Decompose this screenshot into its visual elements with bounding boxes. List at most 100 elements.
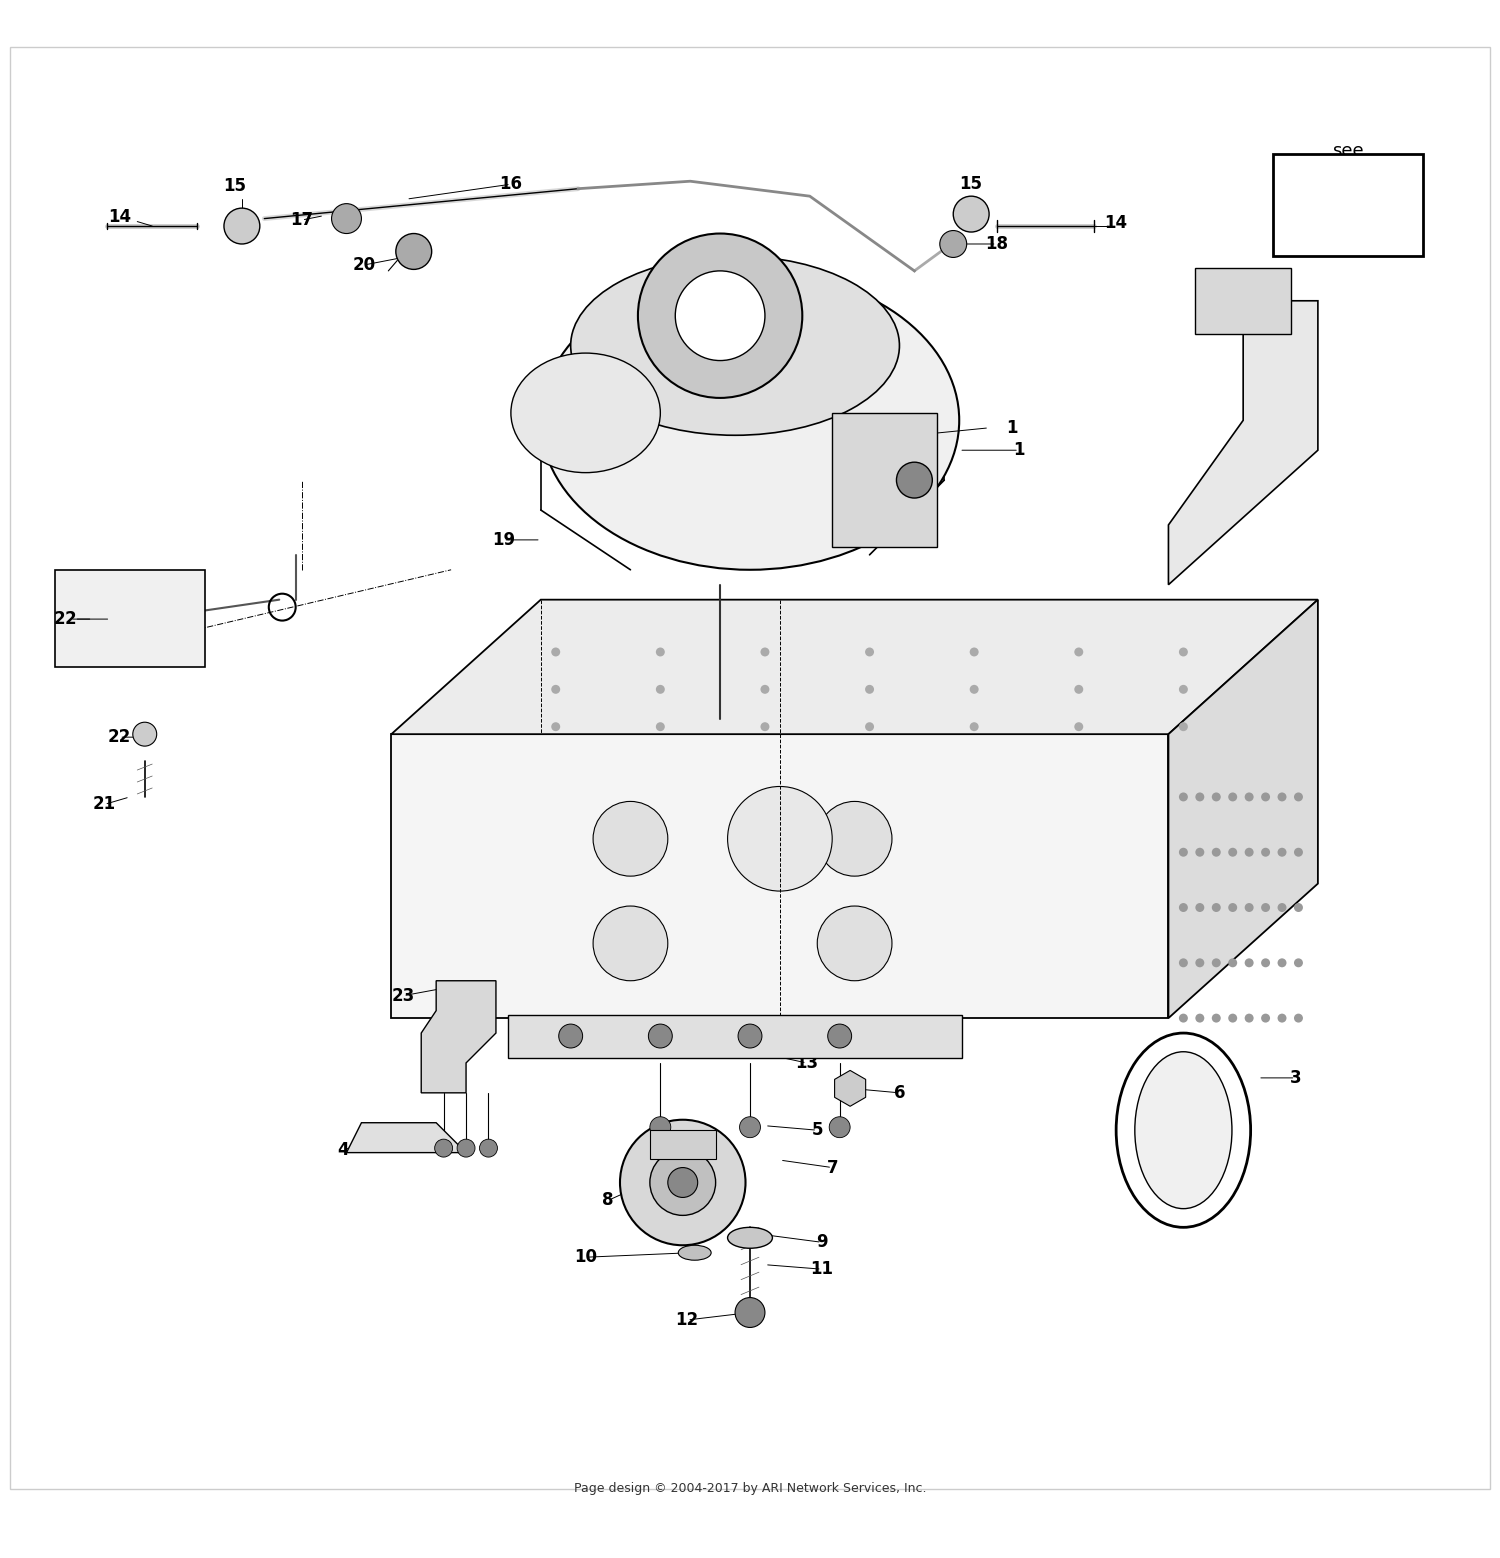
Polygon shape bbox=[392, 734, 1168, 1017]
Circle shape bbox=[1179, 904, 1188, 911]
Circle shape bbox=[1179, 723, 1188, 731]
Circle shape bbox=[592, 907, 668, 980]
Circle shape bbox=[865, 648, 874, 656]
Text: 9: 9 bbox=[816, 1234, 828, 1251]
Circle shape bbox=[1074, 648, 1083, 656]
Circle shape bbox=[830, 1117, 850, 1137]
Text: "Fuel Tanks": "Fuel Tanks" bbox=[1298, 173, 1398, 190]
Circle shape bbox=[865, 723, 874, 731]
Circle shape bbox=[1212, 1014, 1221, 1022]
FancyBboxPatch shape bbox=[1196, 268, 1292, 333]
Circle shape bbox=[1196, 848, 1204, 857]
Circle shape bbox=[1245, 958, 1254, 968]
Text: 7: 7 bbox=[827, 1159, 839, 1176]
Circle shape bbox=[650, 1150, 716, 1215]
Ellipse shape bbox=[728, 1228, 772, 1248]
Circle shape bbox=[1262, 848, 1270, 857]
Circle shape bbox=[1179, 686, 1188, 693]
Circle shape bbox=[1074, 723, 1083, 731]
Circle shape bbox=[1179, 648, 1188, 656]
Circle shape bbox=[1294, 793, 1304, 801]
Circle shape bbox=[1278, 848, 1287, 857]
Circle shape bbox=[1212, 848, 1221, 857]
Text: 15: 15 bbox=[960, 174, 982, 193]
Circle shape bbox=[656, 686, 664, 693]
Circle shape bbox=[828, 1024, 852, 1049]
Text: 11: 11 bbox=[810, 1260, 832, 1278]
Circle shape bbox=[1196, 958, 1204, 968]
Circle shape bbox=[1228, 1014, 1238, 1022]
Text: 13: 13 bbox=[795, 1053, 819, 1072]
FancyBboxPatch shape bbox=[833, 413, 938, 547]
Circle shape bbox=[1196, 904, 1204, 911]
FancyBboxPatch shape bbox=[1274, 154, 1422, 256]
Text: see: see bbox=[1332, 142, 1364, 160]
Circle shape bbox=[134, 723, 156, 746]
Circle shape bbox=[1294, 1014, 1304, 1022]
Circle shape bbox=[1294, 904, 1304, 911]
Circle shape bbox=[1262, 793, 1270, 801]
Circle shape bbox=[1212, 904, 1221, 911]
Text: 5: 5 bbox=[812, 1122, 824, 1139]
Circle shape bbox=[648, 1024, 672, 1049]
Text: 6: 6 bbox=[894, 1084, 904, 1102]
Text: 20: 20 bbox=[352, 256, 376, 274]
Circle shape bbox=[865, 686, 874, 693]
Text: 14: 14 bbox=[1104, 213, 1128, 232]
Polygon shape bbox=[392, 600, 1318, 734]
Circle shape bbox=[224, 209, 260, 245]
Circle shape bbox=[550, 723, 560, 731]
Text: 8: 8 bbox=[603, 1192, 613, 1209]
Ellipse shape bbox=[512, 354, 660, 472]
Ellipse shape bbox=[542, 271, 958, 570]
Circle shape bbox=[1228, 848, 1238, 857]
Circle shape bbox=[1262, 904, 1270, 911]
Circle shape bbox=[1245, 848, 1254, 857]
Circle shape bbox=[735, 1298, 765, 1327]
Circle shape bbox=[396, 234, 432, 270]
FancyBboxPatch shape bbox=[509, 1016, 962, 1058]
Circle shape bbox=[1212, 958, 1221, 968]
Text: 2: 2 bbox=[54, 611, 66, 628]
Circle shape bbox=[1262, 958, 1270, 968]
Circle shape bbox=[740, 1117, 760, 1137]
Text: 1: 1 bbox=[1014, 441, 1025, 460]
Circle shape bbox=[675, 271, 765, 360]
Circle shape bbox=[1262, 1014, 1270, 1022]
Circle shape bbox=[638, 234, 802, 397]
Polygon shape bbox=[422, 980, 497, 1092]
Text: 2: 2 bbox=[64, 611, 76, 628]
Text: 10: 10 bbox=[574, 1248, 597, 1267]
Text: 19: 19 bbox=[492, 531, 514, 548]
Circle shape bbox=[760, 648, 770, 656]
Circle shape bbox=[952, 196, 988, 232]
Text: 3: 3 bbox=[1290, 1069, 1302, 1087]
Text: 23: 23 bbox=[392, 986, 416, 1005]
Circle shape bbox=[969, 723, 978, 731]
Circle shape bbox=[969, 686, 978, 693]
Circle shape bbox=[728, 787, 833, 891]
Circle shape bbox=[1212, 793, 1221, 801]
Ellipse shape bbox=[678, 1245, 711, 1260]
Circle shape bbox=[1278, 904, 1287, 911]
Circle shape bbox=[1196, 793, 1204, 801]
Polygon shape bbox=[1168, 301, 1318, 584]
Circle shape bbox=[1196, 1014, 1204, 1022]
Text: 1: 1 bbox=[1007, 419, 1017, 436]
Circle shape bbox=[558, 1024, 582, 1049]
Circle shape bbox=[1294, 848, 1304, 857]
Text: Page design © 2004-2017 by ARI Network Services, Inc.: Page design © 2004-2017 by ARI Network S… bbox=[573, 1482, 926, 1496]
Circle shape bbox=[550, 648, 560, 656]
Circle shape bbox=[1228, 958, 1238, 968]
Circle shape bbox=[656, 648, 664, 656]
Circle shape bbox=[1245, 1014, 1254, 1022]
Circle shape bbox=[480, 1139, 498, 1158]
FancyBboxPatch shape bbox=[650, 1130, 716, 1159]
Circle shape bbox=[1179, 958, 1188, 968]
Text: 16: 16 bbox=[500, 174, 522, 193]
Circle shape bbox=[332, 204, 362, 234]
Circle shape bbox=[1278, 793, 1287, 801]
Circle shape bbox=[458, 1139, 476, 1158]
Circle shape bbox=[592, 801, 668, 876]
Circle shape bbox=[897, 463, 933, 499]
